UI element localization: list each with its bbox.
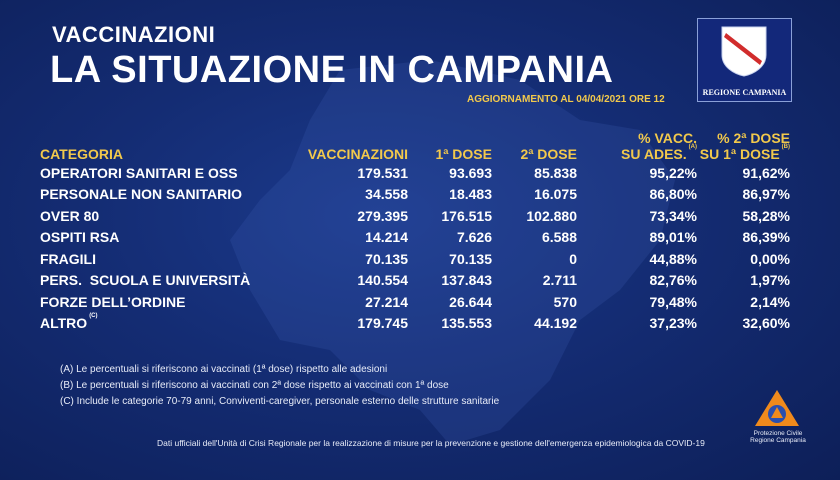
- row-dose1: 93.693: [449, 164, 492, 181]
- page-title: LA SITUAZIONE IN CAMPANIA: [50, 49, 614, 91]
- row-perc-vacc: 37,23%: [649, 315, 697, 332]
- source-footer: Dati ufficiali dell'Unità di Crisi Regio…: [157, 438, 705, 448]
- row-perc-vacc: 73,34%: [649, 207, 697, 224]
- header-perc-vacc-line2-text: SU ADES.: [621, 146, 687, 162]
- row-dose1: 135.553: [441, 315, 492, 332]
- footnote-marker-c: (C): [89, 313, 98, 320]
- row-dose1: 18.483: [449, 186, 492, 203]
- row-perc-vacc: 44,88%: [649, 250, 697, 267]
- row-dose1: 176.515: [441, 207, 492, 224]
- row-dose2: 16.075: [534, 186, 577, 203]
- table-row: PERS. SCUOLA E UNIVERSITÀ 140.554 137.84…: [40, 270, 790, 292]
- row-dose1: 26.644: [449, 293, 492, 310]
- header-dose1: 1ª DOSE: [435, 146, 492, 162]
- row-perc-2dose: 2,14%: [750, 293, 790, 310]
- row-perc-2dose: 86,39%: [742, 229, 790, 246]
- header-perc-2dose-line2-text: SU 1ª DOSE: [699, 146, 780, 162]
- row-vaccinazioni: 27.214: [365, 293, 408, 310]
- row-categoria: OSPITI RSA: [40, 229, 120, 246]
- header-dose2: 2ª DOSE: [520, 146, 577, 162]
- table-row: PERSONALE NON SANITARIO 34.558 18.483 16…: [40, 184, 790, 206]
- row-categoria: PERS. SCUOLA E UNIVERSITÀ: [40, 272, 251, 289]
- row-categoria-text: ALTRO: [40, 315, 88, 332]
- footnote-b: (B) Le percentuali si riferiscono ai vac…: [60, 380, 449, 391]
- row-vaccinazioni: 279.395: [357, 207, 408, 224]
- row-vaccinazioni: 34.558: [365, 186, 408, 203]
- row-categoria: OVER 80: [40, 207, 100, 224]
- header-perc-2dose-line2: SU 1ª DOSE (B): [697, 144, 790, 162]
- row-perc-2dose: 91,62%: [742, 164, 790, 181]
- row-dose2: 6.588: [541, 229, 577, 246]
- update-timestamp: AGGIORNAMENTO AL 04/04/2021 ORE 12: [467, 94, 665, 105]
- header-vaccinazioni: VACCINAZIONI: [307, 146, 408, 162]
- row-dose1: 137.843: [441, 272, 492, 289]
- row-vaccinazioni: 179.745: [357, 315, 408, 332]
- row-dose2: 0: [569, 250, 577, 267]
- row-vaccinazioni: 179.531: [357, 164, 408, 181]
- row-perc-vacc: 86,80%: [649, 186, 697, 203]
- row-categoria: ALTRO (C): [40, 313, 280, 335]
- row-vaccinazioni: 14.214: [365, 229, 408, 246]
- vaccination-table: CATEGORIA VACCINAZIONI 1ª DOSE 2ª DOSE %…: [40, 130, 790, 334]
- row-dose1: 70.135: [449, 250, 492, 267]
- footnotes: (A) Le percentuali si riferiscono ai vac…: [60, 362, 499, 410]
- row-perc-vacc: 82,76%: [649, 272, 697, 289]
- protezione-civile-logo-icon: [755, 390, 799, 426]
- row-perc-vacc: 89,01%: [649, 229, 697, 246]
- row-categoria: PERSONALE NON SANITARIO: [40, 186, 242, 203]
- row-perc-2dose: 32,60%: [742, 315, 790, 332]
- header-perc-2dose: % 2ª DOSE SU 1ª DOSE (B): [697, 130, 790, 162]
- row-vaccinazioni: 140.554: [357, 272, 408, 289]
- row-dose1: 7.626: [456, 229, 492, 246]
- row-perc-2dose: 0,00%: [750, 250, 790, 267]
- footnote-c: (C) Include le categorie 70-79 anni, Con…: [60, 396, 500, 407]
- table-row: OVER 80 279.395 176.515 102.880 73,34% 5…: [40, 205, 790, 227]
- row-perc-2dose: 86,97%: [742, 186, 790, 203]
- table-header-row: CATEGORIA VACCINAZIONI 1ª DOSE 2ª DOSE %…: [40, 130, 790, 162]
- row-perc-vacc: 95,22%: [649, 164, 697, 181]
- table-row: FORZE DELL’ORDINE 27.214 26.644 570 79,4…: [40, 291, 790, 313]
- header-categoria: CATEGORIA: [40, 146, 123, 162]
- table-row: OPERATORI SANITARI E OSS 179.531 93.693 …: [40, 162, 790, 184]
- row-categoria: FRAGILI: [40, 250, 96, 267]
- row-dose2: 2.711: [542, 272, 577, 289]
- table-row: FRAGILI 70.135 70.135 0 44,88% 0,00%: [40, 248, 790, 270]
- header-perc-2dose-line1: % 2ª DOSE: [717, 130, 790, 146]
- regione-campania-logo: REGIONE CAMPANIA: [697, 18, 792, 102]
- header-kicker: VACCINAZIONI: [52, 22, 216, 47]
- row-categoria: FORZE DELL’ORDINE: [40, 293, 186, 310]
- logo-label: REGIONE CAMPANIA: [702, 88, 787, 97]
- protezione-civile-line2: Regione Campania: [750, 437, 806, 444]
- protezione-civile-line1: Protezione Civile: [753, 430, 803, 437]
- protezione-civile-label: Protezione Civile Regione Campania: [742, 430, 814, 444]
- campania-map-background: [230, 60, 675, 445]
- footnote-marker-a: (A): [688, 144, 697, 150]
- regione-crest-icon: [721, 26, 767, 77]
- footnote-marker-b: (B): [781, 144, 790, 150]
- row-categoria: OPERATORI SANITARI E OSS: [40, 164, 238, 181]
- row-dose2: 102.880: [526, 207, 577, 224]
- row-dose2: 44.192: [534, 315, 577, 332]
- row-dose2: 570: [553, 293, 577, 310]
- header-perc-vacc-line1: % VACC.: [638, 130, 697, 146]
- row-perc-vacc: 79,48%: [649, 293, 697, 310]
- table-row: ALTRO (C) 179.745 135.553 44.192 37,23% 3…: [40, 313, 790, 335]
- row-vaccinazioni: 70.135: [365, 250, 408, 267]
- header-perc-vacc: % VACC. SU ADES. (A): [577, 130, 697, 162]
- row-dose2: 85.838: [534, 164, 577, 181]
- header-perc-vacc-line2: SU ADES. (A): [577, 144, 697, 162]
- footnote-a: (A) Le percentuali si riferiscono ai vac…: [60, 364, 388, 375]
- row-perc-2dose: 58,28%: [742, 207, 790, 224]
- table-row: OSPITI RSA 14.214 7.626 6.588 89,01% 86,…: [40, 227, 790, 249]
- row-perc-2dose: 1,97%: [750, 272, 790, 289]
